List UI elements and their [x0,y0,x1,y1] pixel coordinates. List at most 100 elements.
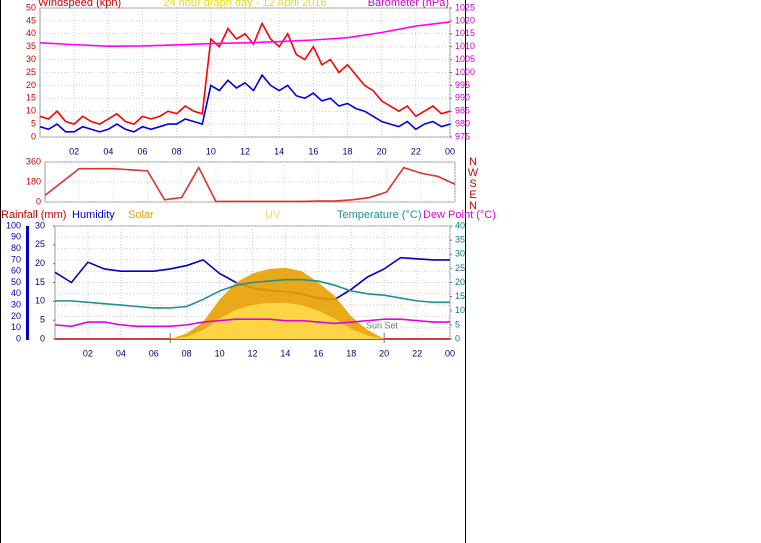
legend-entry: Temperature (°C) [337,209,421,221]
y2-tick-label: 40 [455,220,465,230]
line [39,73,451,133]
x-tick-label: 02 [83,348,93,358]
y-tick-label: 60 [11,266,21,276]
compass-label: E [469,189,476,201]
x-tick-label: 00 [445,348,455,358]
x-tick-label: 06 [137,146,147,156]
y2-tick-label: 980 [455,118,470,128]
y2-tick-label: 995 [455,80,470,90]
y-tick-label: 40 [11,288,21,298]
x-tick-label: 12 [240,146,250,156]
line [39,21,451,47]
x-tick-label: 16 [308,146,318,156]
y-tick-label: 25 [26,67,36,77]
y-tick-label: 10 [26,106,36,116]
y-tick-label: 100 [6,220,21,230]
x-tick-label: 22 [411,146,421,156]
y2-tick-label: 15 [455,291,465,301]
y-tick-label: 180 [26,176,41,186]
y3-tick-label: 20 [35,258,45,268]
line [55,278,450,309]
legend-entry: Humidity [72,209,115,221]
y-tick-label: 30 [11,299,21,309]
y3-tick-label: 30 [35,220,45,230]
y-tick-label: 90 [11,232,21,242]
x-tick-label: 14 [280,348,290,358]
x-tick-label: 04 [103,146,113,156]
y2-tick-label: 990 [455,93,470,103]
x-tick-label: 00 [445,146,455,156]
y-tick-label: 0 [16,333,21,343]
y2-tick-label: 0 [455,333,460,343]
y2-tick-label: 20 [455,277,465,287]
y3-tick-label: 5 [40,315,45,325]
x-tick-label: 08 [172,146,182,156]
x-tick-label: 14 [274,146,284,156]
y-tick-label: 50 [11,277,21,287]
y-tick-label: 360 [26,156,41,166]
y-tick-label: 45 [26,15,36,25]
line [54,318,450,328]
y-tick-label: 70 [11,254,21,264]
x-tick-label: 18 [346,348,356,358]
y2-tick-label: 975 [455,131,470,141]
compass-label: N [469,156,477,168]
x-tick-label: 06 [149,348,159,358]
x-tick-label: 08 [182,348,192,358]
y2-tick-label: 1000 [455,67,475,77]
y2-tick-label: 25 [455,263,465,273]
x-tick-label: 10 [215,348,225,358]
y-axis-label: Windspeed (kph) [38,0,121,9]
y-tick-label: 10 [11,322,21,332]
x-tick-label: 22 [412,348,422,358]
y2-tick-label: 985 [455,106,470,116]
y3-tick-label: 0 [40,333,45,343]
y3-tick-label: 15 [35,277,45,287]
x-tick-label: 20 [379,348,389,358]
y2-tick-label: 1015 [455,28,475,38]
y-tick-label: 0 [31,131,36,141]
y-tick-label: 40 [26,28,36,38]
y-tick-label: 35 [26,41,36,51]
humidity-axis-bar [26,226,29,340]
y-tick-label: 30 [26,54,36,64]
y2-tick-label: 1010 [455,41,475,51]
line [44,165,456,203]
x-tick-label: 04 [116,348,126,358]
y-tick-label: 50 [26,2,36,12]
y3-tick-label: 10 [35,296,45,306]
y-tick-label: 20 [26,80,36,90]
y-tick-label: 5 [31,118,36,128]
area [55,302,450,339]
y-tick-label: 20 [11,311,21,321]
x-tick-label: 12 [247,348,257,358]
y2-tick-label: 35 [455,235,465,245]
compass-label: S [469,178,476,190]
y2-tick-label: 1005 [455,54,475,64]
legend-entry: UV [265,209,281,221]
line [39,21,451,125]
y3-tick-label: 25 [35,239,45,249]
x-tick-label: 16 [313,348,323,358]
y-tick-label: 0 [36,196,41,206]
compass-label: N [469,200,477,212]
x-tick-label: 18 [342,146,352,156]
y2-axis-label: Barometer (hPa) [368,0,449,9]
y2-tick-label: 30 [455,249,465,259]
chart-title: 24 hour graph day - 12 April 2016 [163,0,326,9]
y2-tick-label: 5 [455,319,460,329]
y2-tick-label: 10 [455,305,465,315]
legend-entry: Dew Point (°C) [423,209,496,221]
legend-entry: Rainfall (mm) [1,209,66,221]
y2-tick-label: 1025 [455,2,475,12]
compass-label: W [468,167,479,179]
area [55,267,450,339]
x-tick-label: 20 [377,146,387,156]
y2-tick-label: 1020 [455,15,475,25]
annotation: Sun Set [366,320,399,330]
x-tick-label: 10 [206,146,216,156]
y-tick-label: 15 [26,93,36,103]
x-tick-label: 02 [69,146,79,156]
y-tick-label: 80 [11,243,21,253]
